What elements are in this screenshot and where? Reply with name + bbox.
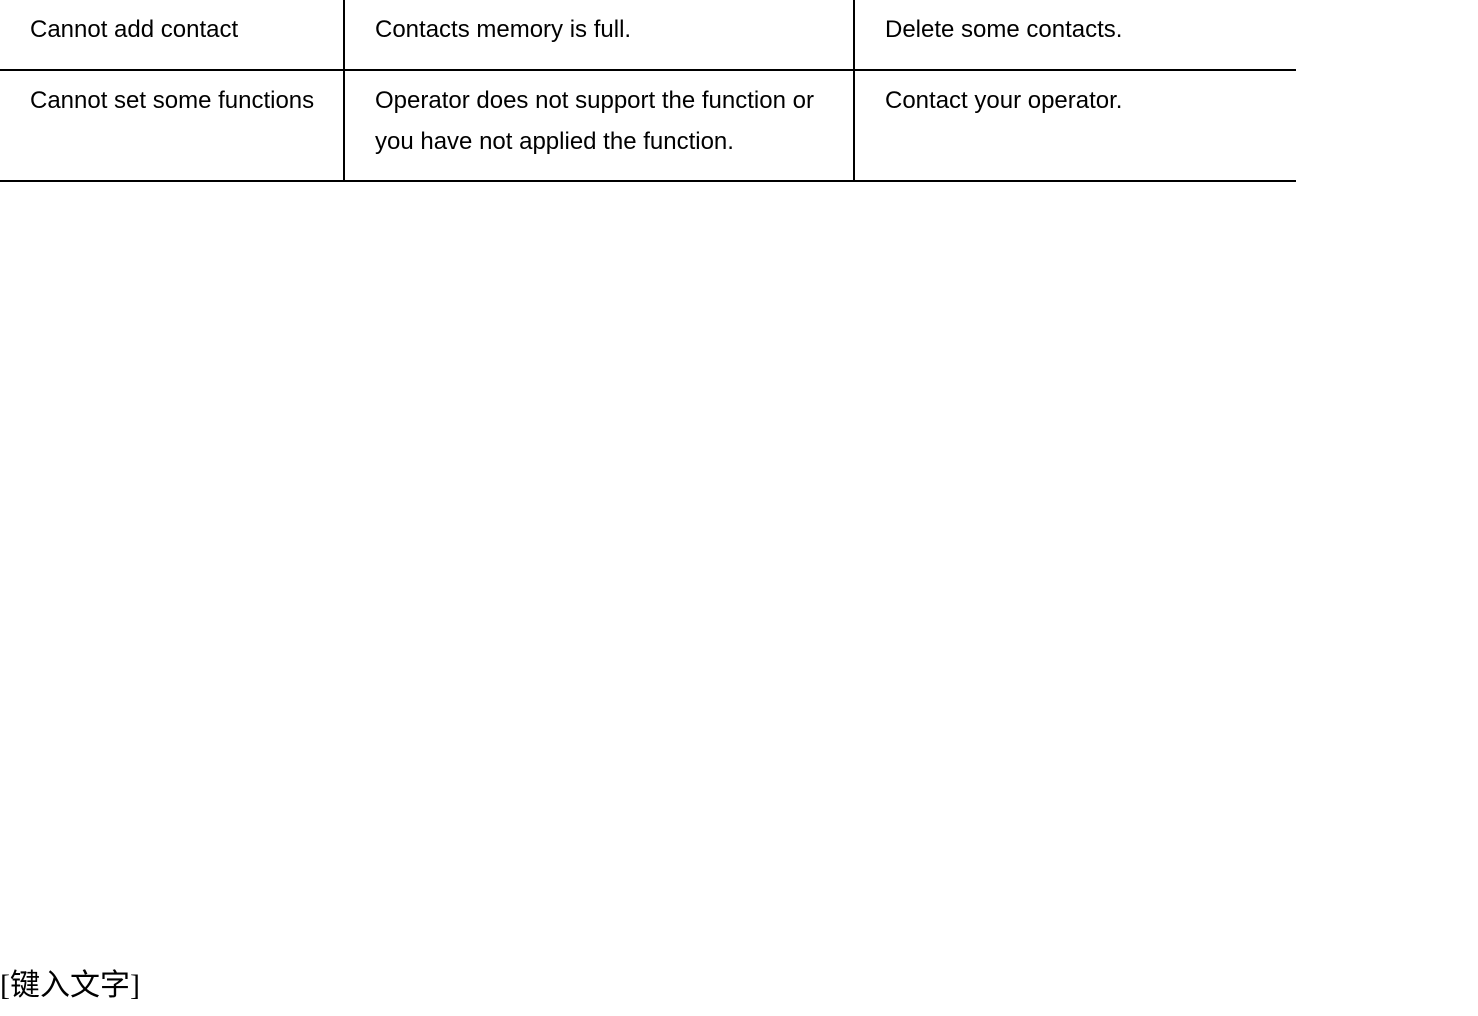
footer-placeholder-text: [键入文字] [0,960,140,1004]
cell-cause: Operator does not support the function o… [344,70,854,182]
table-row: Cannot add contact Contacts memory is fu… [0,0,1296,70]
cell-solution: Delete some contacts. [854,0,1296,70]
cell-problem: Cannot set some functions [0,70,344,182]
troubleshooting-table-fragment: Cannot add contact Contacts memory is fu… [0,0,1296,182]
cell-solution: Contact your operator. [854,70,1296,182]
troubleshooting-table: Cannot add contact Contacts memory is fu… [0,0,1296,182]
cell-problem: Cannot add contact [0,0,344,70]
table-row: Cannot set some functions Operator does … [0,70,1296,182]
cell-cause: Contacts memory is full. [344,0,854,70]
